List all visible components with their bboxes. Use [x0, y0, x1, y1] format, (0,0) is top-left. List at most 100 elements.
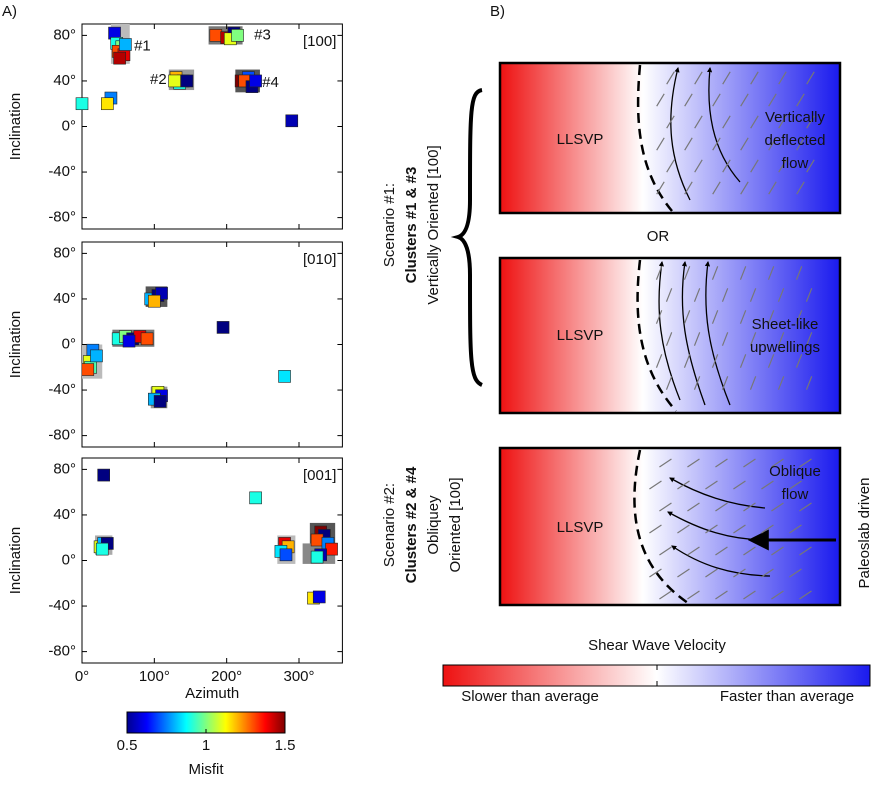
panel-title: [100]: [303, 33, 336, 50]
fabric-dash: [715, 590, 728, 600]
fabric-dash: [771, 546, 784, 556]
colorbar-tick-label: 0.5: [117, 737, 138, 754]
fabric-dash: [771, 458, 784, 468]
plot-area: [81, 457, 343, 664]
fabric-dash: [711, 354, 719, 368]
point: [75, 97, 89, 111]
fabric-dash: [666, 115, 675, 129]
diagram-text: deflected: [765, 132, 826, 149]
fabric-dash: [777, 288, 785, 302]
fabric-dash: [712, 137, 721, 151]
y-tick-label: 0°: [62, 551, 76, 568]
fabric-dash: [656, 93, 665, 107]
diagram-text: upwellings: [750, 339, 820, 356]
fabric-dash: [665, 376, 673, 390]
fabric-dash: [715, 546, 728, 556]
point: [153, 395, 167, 408]
point: [325, 542, 338, 556]
fabric-dash: [733, 568, 746, 578]
fabric-dash: [761, 480, 774, 490]
y-tick-label: 80°: [53, 460, 76, 477]
diagram-text: Vertically: [765, 109, 826, 126]
fabric-dash: [739, 354, 747, 368]
fabric-dash: [649, 524, 662, 534]
fabric-dash: [715, 502, 728, 512]
boundary: [633, 449, 689, 605]
diagram-text: Oblique: [769, 463, 821, 480]
diagram-text: Clusters #1 & #3: [403, 167, 420, 284]
fabric-dash: [768, 93, 777, 107]
diagram-text: Paleoslab driven: [856, 478, 873, 589]
point: [312, 590, 326, 604]
fabric-dash: [739, 310, 747, 324]
fabric-dash: [768, 181, 777, 195]
y-tick-label: 0°: [62, 335, 76, 352]
fabric-dash: [655, 354, 663, 368]
fabric-dash: [705, 568, 718, 578]
fabric-dash: [743, 590, 756, 600]
point: [209, 29, 223, 42]
diagram-text: Obliquey: [425, 495, 442, 555]
fabric-dash: [805, 332, 813, 346]
point: [180, 74, 194, 88]
fabric-dash: [722, 71, 731, 85]
diagram-text: OR: [647, 228, 670, 245]
diagram-text: LLSVP: [557, 519, 604, 536]
fabric-dash: [687, 546, 700, 556]
y-tick-label: 40°: [53, 506, 76, 523]
fabric-dash: [789, 480, 802, 490]
point: [119, 38, 132, 51]
fabric-dash: [805, 376, 813, 390]
fabric-dash: [722, 159, 731, 173]
diagram-text: LLSVP: [557, 131, 604, 148]
fabric-dash: [721, 332, 729, 346]
diagram-text: Scenario #1:: [381, 183, 398, 267]
fabric-dash: [740, 137, 749, 151]
point: [101, 97, 114, 111]
fabric-dash: [665, 288, 673, 302]
fabric-dash: [683, 354, 691, 368]
y-axis-label: Inclination: [7, 311, 24, 379]
x-tick-label: 200°: [211, 668, 242, 685]
fabric-dash: [665, 332, 673, 346]
y-tick-label: -80°: [48, 643, 76, 660]
point: [95, 542, 109, 556]
fabric-dash: [743, 546, 756, 556]
fabric-dash: [761, 568, 774, 578]
fabric-dash: [749, 376, 757, 390]
fabric-dash: [659, 458, 672, 468]
fabric-dash: [683, 266, 691, 280]
box: [498, 61, 842, 215]
panel-label: A): [2, 3, 17, 20]
fabric-dash: [740, 93, 749, 107]
fabric-dash: [789, 568, 802, 578]
cluster-label: #1: [134, 38, 151, 55]
fabric-dash: [796, 137, 805, 151]
fabric-dash: [806, 159, 815, 173]
point: [249, 491, 262, 505]
fabric-dash: [777, 332, 785, 346]
fabric-dash: [767, 354, 775, 368]
fabric-dash: [767, 266, 775, 280]
fabric-dash: [750, 71, 759, 85]
fabric-dash: [705, 524, 718, 534]
fabric-dash: [655, 310, 663, 324]
y-tick-label: 80°: [53, 244, 76, 261]
fabric-dash: [749, 288, 757, 302]
point: [249, 74, 262, 88]
fabric-dash: [715, 458, 728, 468]
fabric-dash: [805, 288, 813, 302]
fabric-dash: [656, 181, 665, 195]
fabric-dash: [749, 332, 757, 346]
y-axis-label: Inclination: [7, 93, 24, 161]
fabric-dash: [796, 93, 805, 107]
fabric-dash: [711, 266, 719, 280]
panel-title: [001]: [303, 467, 336, 484]
fabric-dash: [694, 71, 703, 85]
y-tick-label: -80°: [48, 209, 76, 226]
fabric-dash: [733, 480, 746, 490]
point: [113, 51, 126, 65]
fabric-dash: [768, 137, 777, 151]
panel-label: B): [490, 3, 505, 20]
